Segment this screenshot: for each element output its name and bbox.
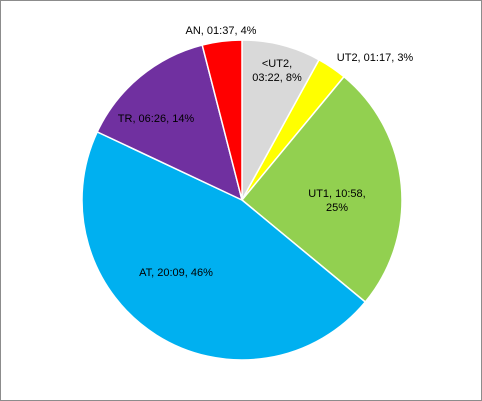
pie-slice [96,44,244,202]
data-label: TR, 06:26, 14% [117,113,195,125]
data-label: AN, 01:37, 4% [185,25,257,37]
data-label: UT2, 01:17, 3% [336,52,414,64]
data-label: UT1, 10:58, 25% [308,188,366,214]
pie-slice [81,130,367,361]
pie-slice [201,39,243,201]
data-label: AT, 20:09, 46% [139,267,213,279]
data-label: <UT2, 03:22, 8% [252,58,302,84]
pie-slice [240,75,403,304]
